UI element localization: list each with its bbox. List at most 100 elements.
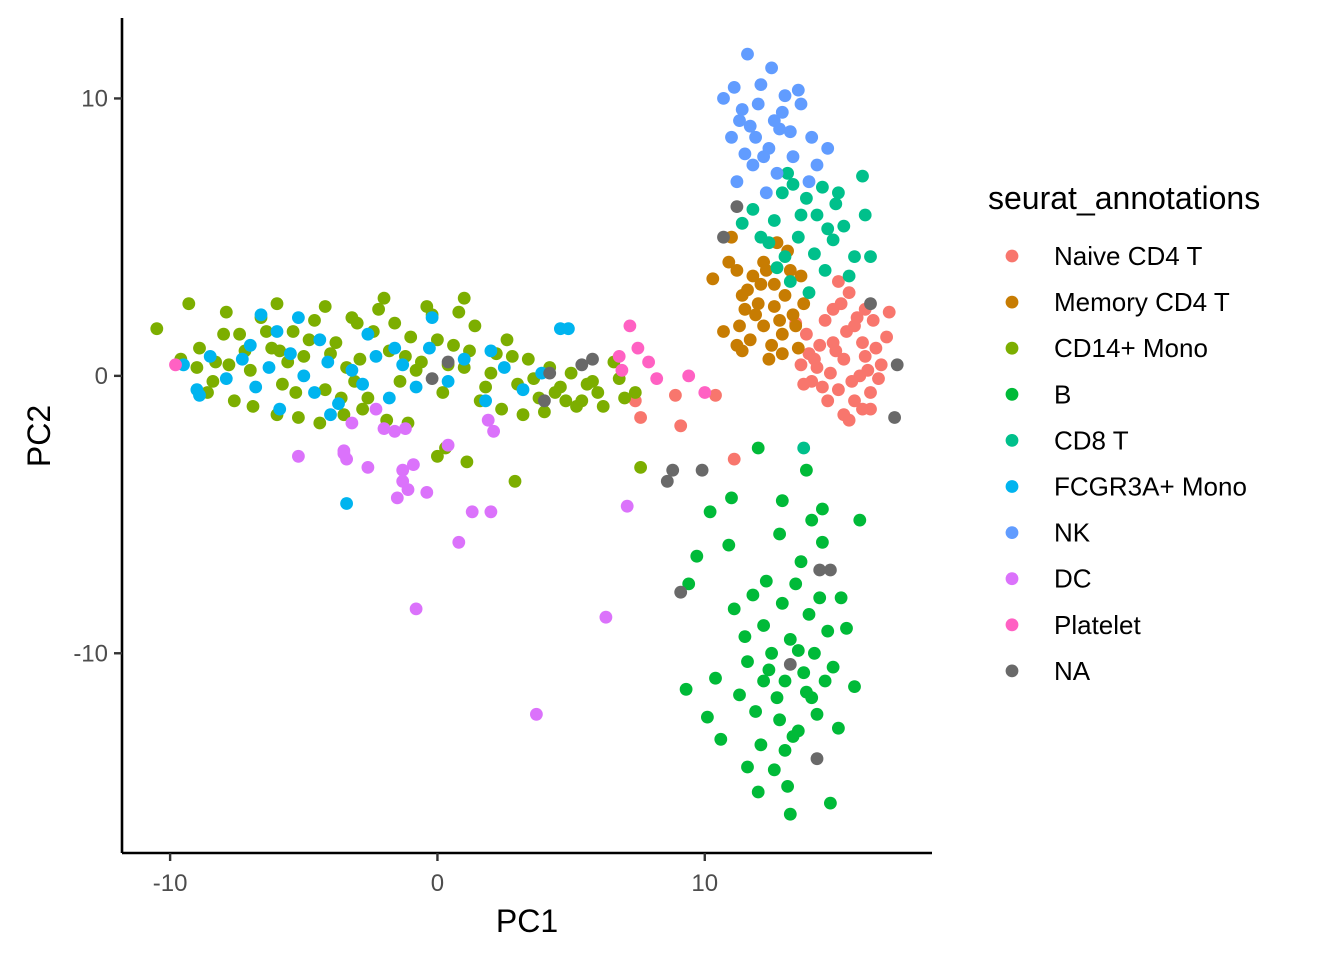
data-point — [481, 413, 495, 427]
y-axis-title: PC2 — [21, 405, 57, 467]
data-point — [842, 269, 856, 283]
data-point — [813, 338, 827, 352]
data-point — [858, 208, 872, 222]
data-point — [783, 658, 797, 671]
data-point — [786, 730, 800, 743]
data-point — [733, 688, 746, 702]
data-point — [832, 275, 845, 288]
series-9 — [425, 200, 904, 766]
data-point — [778, 89, 792, 103]
data-point — [243, 363, 257, 377]
data-point — [791, 341, 805, 355]
data-point — [818, 264, 832, 277]
data-point — [273, 344, 287, 358]
data-point — [409, 380, 423, 394]
data-point — [730, 200, 744, 214]
data-point — [372, 302, 385, 316]
data-point — [762, 663, 776, 677]
data-point — [270, 325, 284, 338]
data-point — [468, 319, 482, 333]
data-point — [599, 610, 613, 624]
data-point — [479, 394, 492, 408]
data-point — [813, 563, 827, 577]
data-point — [741, 655, 754, 668]
data-point — [848, 394, 861, 408]
y-tick-label: -10 — [73, 640, 108, 667]
data-point — [321, 355, 335, 369]
data-point — [612, 350, 626, 363]
data-point — [516, 383, 530, 397]
data-point — [564, 366, 578, 380]
data-point — [826, 233, 840, 247]
data-point — [864, 402, 877, 416]
data-point — [789, 577, 803, 591]
x-tick-label: 0 — [431, 870, 444, 897]
data-point — [505, 350, 519, 363]
legend-item: CD14+ Mono — [1005, 333, 1208, 363]
data-point — [337, 408, 351, 422]
data-point — [297, 369, 311, 383]
data-point — [754, 277, 768, 291]
data-point — [292, 311, 305, 324]
data-point — [754, 738, 768, 752]
data-point — [791, 83, 805, 97]
data-point — [340, 497, 353, 510]
data-point — [797, 441, 811, 455]
data-point — [409, 363, 423, 377]
data-point — [559, 394, 573, 408]
data-point — [382, 391, 396, 405]
legend-item: Platelet — [1005, 610, 1141, 640]
data-point — [866, 314, 880, 327]
data-point — [749, 308, 762, 322]
data-point — [356, 402, 369, 416]
data-point — [404, 330, 418, 344]
data-point — [190, 383, 204, 397]
data-point — [388, 424, 402, 438]
data-point — [690, 549, 704, 563]
data-point — [631, 341, 645, 355]
data-point — [842, 286, 856, 299]
data-point — [190, 361, 204, 374]
legend-label: Memory CD4 T — [1054, 287, 1230, 317]
data-point — [396, 358, 410, 372]
data-point — [775, 186, 789, 200]
data-point — [757, 619, 770, 632]
data-point — [425, 372, 439, 385]
data-point — [818, 314, 832, 327]
data-point — [786, 178, 800, 191]
y-tick-label: 10 — [81, 85, 108, 112]
data-point — [401, 483, 415, 496]
legend-key — [1005, 341, 1019, 355]
series-2 — [150, 291, 647, 488]
series-1 — [706, 230, 811, 366]
data-point — [738, 147, 752, 161]
data-point — [495, 402, 508, 416]
data-point — [695, 463, 709, 477]
data-point — [420, 300, 434, 313]
data-point — [818, 674, 832, 688]
data-point — [773, 314, 786, 327]
data-point — [848, 680, 861, 693]
data-point — [447, 338, 460, 352]
data-point — [596, 400, 610, 413]
data-point — [273, 402, 287, 416]
data-point — [717, 230, 730, 244]
data-point — [308, 314, 321, 327]
data-point — [778, 674, 792, 688]
data-point — [682, 369, 696, 383]
data-point — [369, 402, 383, 416]
data-point — [821, 394, 835, 408]
legend-key — [1005, 480, 1019, 493]
data-point — [674, 585, 688, 599]
series-3 — [679, 441, 867, 821]
data-point — [767, 114, 781, 127]
data-point — [393, 375, 407, 388]
data-point — [816, 380, 829, 394]
data-point — [150, 322, 164, 336]
data-point — [810, 752, 824, 766]
data-point — [759, 264, 773, 277]
data-point — [388, 316, 402, 330]
legend-label: CD14+ Mono — [1054, 333, 1208, 363]
data-point — [235, 352, 249, 366]
